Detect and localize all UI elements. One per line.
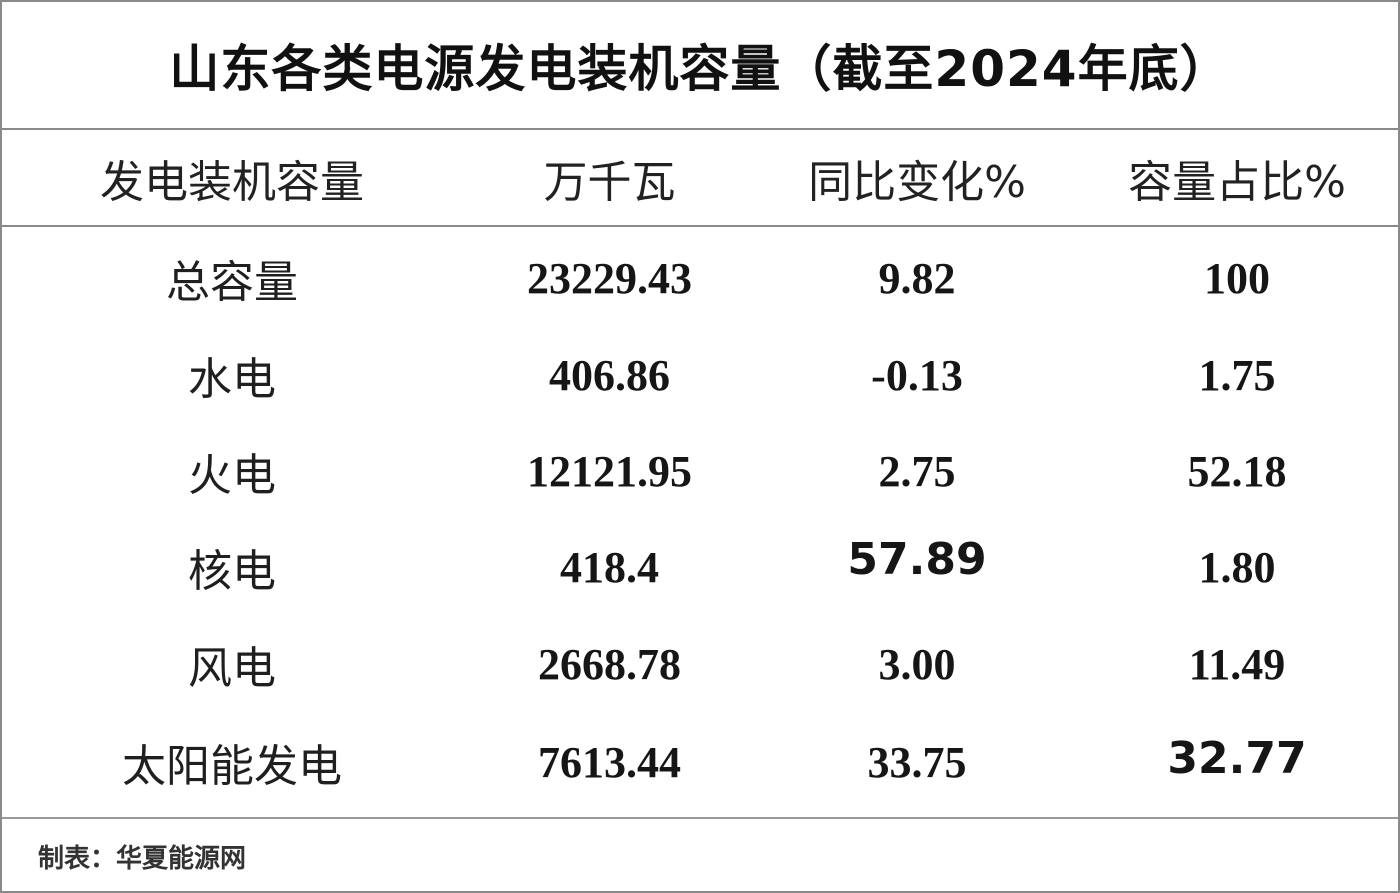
row-share: 100	[1204, 253, 1270, 303]
row-share: 1.80	[1198, 542, 1276, 592]
row-yoy: 57.89	[847, 533, 987, 585]
table-row: 火电 12121.95 2.75 52.18	[2, 423, 1398, 519]
row-share: 11.49	[1188, 639, 1286, 689]
row-name: 太阳能发电	[122, 741, 342, 792]
header-share: 容量占比%	[1128, 156, 1346, 208]
row-yoy: 9.82	[878, 253, 956, 303]
divider	[2, 817, 1398, 819]
row-name: 火电	[188, 450, 276, 501]
row-share: 52.18	[1187, 446, 1287, 496]
row-name: 核电	[188, 546, 276, 597]
row-name: 水电	[188, 354, 276, 405]
table-row: 总容量 23229.43 9.82 100	[2, 230, 1398, 326]
header-yoy: 同比变化%	[808, 156, 1026, 208]
row-share: 32.77	[1167, 732, 1307, 784]
row-share: 1.75	[1198, 350, 1276, 400]
header-capacity: 万千瓦	[543, 156, 676, 208]
row-yoy: 3.00	[878, 639, 956, 689]
row-name: 风电	[188, 643, 276, 694]
row-yoy: 33.75	[867, 737, 967, 787]
source-note: 制表：华夏能源网	[38, 843, 247, 874]
table-title: 山东各类电源发电装机容量（截至2024年底）	[169, 40, 1231, 98]
row-capacity: 406.86	[549, 350, 670, 400]
row-capacity: 7613.44	[538, 737, 681, 787]
row-yoy: -0.13	[871, 350, 963, 400]
row-name: 总容量	[166, 257, 298, 308]
row-capacity: 418.4	[560, 542, 659, 592]
divider	[2, 225, 1398, 227]
row-capacity: 23229.43	[527, 253, 692, 303]
row-yoy: 2.75	[878, 446, 956, 496]
row-capacity: 12121.95	[527, 446, 692, 496]
table-row: 风电 2668.78 3.00 11.49	[2, 616, 1398, 712]
header-name: 发电装机容量	[100, 156, 364, 208]
table-row: 核电 418.4 57.89 1.80	[2, 519, 1398, 615]
row-capacity: 2668.78	[538, 639, 681, 689]
table-row: 太阳能发电 7613.44 33.75 32.77	[2, 714, 1398, 810]
table-row: 水电 406.86 -0.13 1.75	[2, 327, 1398, 423]
divider	[2, 128, 1398, 130]
